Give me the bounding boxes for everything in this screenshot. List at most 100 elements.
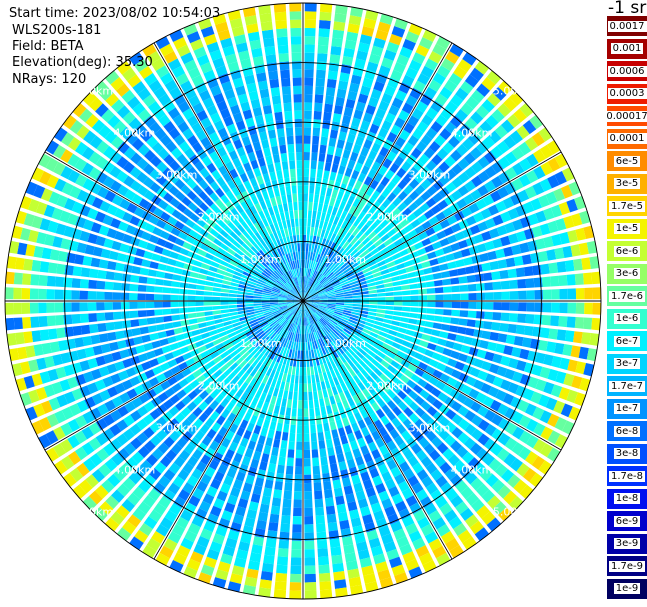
range-gate-cell	[339, 409, 347, 419]
range-gate-cell	[180, 52, 194, 65]
range-gate-cell	[343, 328, 352, 335]
range-gate-cell	[523, 228, 535, 240]
range-gate-cell	[307, 218, 312, 227]
range-gate-cell	[363, 271, 373, 277]
range-gate-cell	[269, 137, 278, 147]
range-gate-cell	[274, 334, 281, 343]
range-gate-cell	[352, 298, 361, 301]
range-gate-cell	[525, 314, 535, 324]
range-gate-cell	[308, 306, 316, 313]
range-gate-cell	[298, 400, 303, 409]
range-gate-cell	[146, 277, 156, 285]
range-gate-cell	[122, 358, 133, 369]
range-gate-cell	[172, 274, 182, 281]
range-gate-cell	[79, 230, 91, 242]
range-gate-cell	[303, 301, 306, 309]
range-gate-cell	[223, 225, 233, 235]
range-gate-cell	[460, 344, 471, 354]
range-gate-cell	[419, 389, 430, 400]
range-gate-cell	[334, 13, 347, 23]
range-gate-cell	[553, 188, 566, 202]
range-gate-cell	[471, 414, 483, 427]
range-gate-cell	[268, 276, 277, 283]
range-gate-cell	[200, 212, 211, 223]
range-gate-cell	[40, 188, 53, 202]
range-gate-cell	[286, 373, 291, 383]
range-gate-cell	[310, 295, 319, 299]
range-gate-cell	[373, 81, 385, 92]
range-gate-cell	[504, 182, 517, 195]
range-gate-cell	[176, 437, 188, 449]
range-gate-cell	[294, 474, 302, 484]
range-gate-cell	[98, 463, 112, 478]
range-gate-cell	[60, 439, 73, 453]
range-gate-cell	[288, 244, 293, 253]
range-gate-cell	[280, 307, 289, 313]
range-gate-cell	[271, 290, 280, 295]
range-gate-cell	[343, 305, 353, 309]
range-gate-cell	[403, 395, 414, 406]
range-gate-cell	[290, 289, 298, 296]
range-gate-cell	[182, 207, 194, 218]
range-gate-cell	[352, 525, 364, 536]
range-gate-cell	[90, 368, 102, 380]
range-gate-cell	[260, 427, 268, 437]
range-ring-label: 4.00km	[451, 464, 493, 477]
range-gate-cell	[229, 244, 239, 252]
range-gate-cell	[575, 361, 587, 375]
range-gate-cell	[443, 226, 454, 237]
range-gate-cell	[294, 277, 298, 286]
range-gate-cell	[48, 397, 61, 411]
range-gate-cell	[391, 26, 406, 38]
range-gate-cell	[224, 251, 234, 260]
range-gate-cell	[524, 185, 537, 199]
range-gate-cell	[230, 395, 240, 405]
range-gate-cell	[157, 331, 167, 339]
range-gate-cell	[45, 140, 60, 155]
range-gate-cell	[17, 346, 28, 360]
range-gate-cell	[352, 198, 361, 208]
range-gate-cell	[170, 301, 179, 308]
range-gate-cell	[91, 468, 106, 483]
range-gate-cell	[220, 204, 230, 215]
range-gate-cell	[155, 174, 167, 186]
range-gate-cell	[417, 378, 428, 388]
range-gate-cell	[206, 77, 219, 89]
range-gate-cell	[444, 79, 458, 93]
range-gate-cell	[383, 49, 397, 61]
range-gate-cell	[241, 242, 250, 251]
range-gate-cell	[313, 331, 318, 341]
range-gate-cell	[391, 417, 402, 428]
range-gate-cell	[217, 347, 227, 355]
range-gate-cell	[171, 314, 181, 321]
range-gate-cell	[343, 307, 353, 312]
range-gate-cell	[260, 165, 268, 175]
range-gate-cell	[292, 341, 297, 351]
range-gate-cell	[403, 369, 414, 379]
range-gate-cell	[460, 248, 471, 258]
range-gate-cell	[174, 220, 185, 230]
range-gate-cell	[159, 338, 169, 347]
range-gate-cell	[322, 371, 329, 381]
range-gate-cell	[82, 335, 93, 347]
range-gate-cell	[169, 503, 182, 516]
range-gate-cell	[245, 303, 254, 307]
range-gate-cell	[451, 301, 461, 309]
range-gate-cell	[163, 120, 176, 133]
range-gate-cell	[479, 252, 489, 263]
range-gate-cell	[409, 343, 419, 351]
range-gate-cell	[271, 260, 279, 269]
range-gate-cell	[333, 21, 346, 31]
range-gate-cell	[326, 323, 334, 331]
range-gate-cell	[434, 248, 445, 257]
range-gate-cell	[287, 143, 295, 153]
range-gate-cell	[137, 405, 149, 417]
range-gate-cell	[347, 348, 356, 357]
range-gate-cell	[286, 271, 292, 280]
range-gate-cell	[22, 316, 32, 329]
range-gate-cell	[283, 423, 290, 433]
range-gate-cell	[515, 204, 527, 217]
range-gate-cell	[338, 276, 348, 282]
range-gate-cell	[289, 270, 294, 279]
range-gate-cell	[464, 74, 479, 88]
